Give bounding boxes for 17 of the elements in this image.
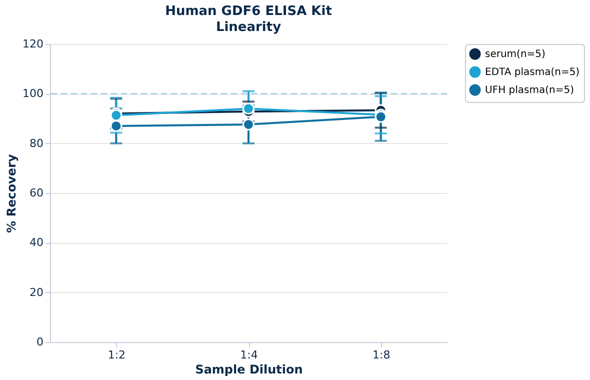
x-tick-label: 1:2 [108, 348, 126, 362]
y-axis-title: % Recovery [4, 154, 19, 233]
y-tick-label: 60 [30, 186, 44, 200]
legend-label: serum(n=5) [485, 49, 546, 60]
x-tick-label: 1:4 [240, 348, 258, 362]
y-tick-label: 80 [30, 136, 44, 150]
x-axis-title: Sample Dilution [195, 362, 303, 376]
y-tick-label: 120 [22, 38, 44, 50]
legend-label: EDTA plasma(n=5) [485, 67, 580, 78]
x-tick-label: 1:8 [372, 348, 390, 362]
y-tick-label: 40 [30, 236, 44, 250]
y-tick-label: 100 [22, 87, 44, 100]
y-tick-label: 20 [30, 286, 44, 299]
chart-subtitle: Linearity [216, 20, 282, 35]
y-tick-label: 0 [36, 336, 44, 348]
chart-title: Human GDF6 ELISA Kit [165, 4, 332, 19]
legend-label: UFH plasma(n=5) [485, 85, 574, 96]
